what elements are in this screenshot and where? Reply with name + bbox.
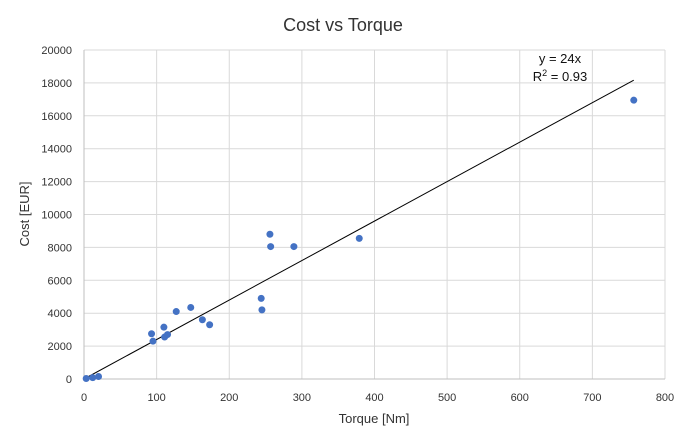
- data-point: [206, 321, 214, 329]
- data-point: [266, 230, 274, 238]
- x-tick-label: 300: [293, 392, 311, 404]
- y-tick-label: 10000: [41, 210, 72, 222]
- y-tick-labels: 0 2000 4000 6000 8000 10000 12000 14000 16000 180…: [41, 45, 72, 386]
- y-tick-label: 16000: [41, 111, 72, 123]
- data-point: [149, 337, 157, 345]
- x-tick-label: 0: [81, 392, 87, 404]
- data-point: [258, 306, 266, 314]
- y-tick-label: 18000: [41, 78, 72, 90]
- data-point: [95, 373, 103, 381]
- y-tick-label: 20000: [41, 45, 72, 57]
- data-point: [148, 330, 156, 338]
- data-point: [267, 243, 275, 251]
- axes: [83, 50, 665, 380]
- data-point: [172, 308, 180, 316]
- data-point: [355, 234, 363, 242]
- x-axis-title: Torque [Nm]: [339, 411, 410, 426]
- data-point: [198, 316, 206, 324]
- chart-title: Cost vs Torque: [283, 15, 403, 35]
- y-tick-label: 14000: [41, 144, 72, 156]
- y-tick-label: 2000: [48, 341, 72, 353]
- data-point: [89, 374, 97, 382]
- x-tick-label: 700: [583, 392, 601, 404]
- data-point: [290, 243, 298, 251]
- data-point: [164, 331, 172, 339]
- data-point: [257, 294, 265, 302]
- x-tick-labels: 0 100 200 300 400 500 600 700 800: [81, 392, 674, 404]
- r-squared-label: R2 = 0.93: [533, 68, 588, 84]
- x-tick-label: 200: [220, 392, 238, 404]
- y-tick-label: 4000: [48, 308, 72, 320]
- data-points: [82, 96, 638, 383]
- gridlines: [84, 49, 666, 379]
- x-tick-label: 100: [147, 392, 165, 404]
- y-tick-label: 8000: [48, 242, 72, 254]
- x-tick-label: 500: [438, 392, 456, 404]
- y-tick-label: 0: [66, 374, 72, 386]
- y-axis-title: Cost [EUR]: [17, 181, 32, 246]
- y-tick-label: 6000: [48, 275, 72, 287]
- data-point: [160, 323, 168, 331]
- data-point: [630, 96, 638, 104]
- trendline-equation: y = 24x: [539, 51, 582, 66]
- linear-trendline: [83, 79, 635, 380]
- x-tick-label: 600: [511, 392, 529, 404]
- data-point: [187, 303, 195, 311]
- y-tick-label: 12000: [41, 177, 72, 189]
- x-tick-label: 800: [656, 392, 674, 404]
- x-tick-label: 400: [365, 392, 383, 404]
- data-point: [82, 375, 90, 383]
